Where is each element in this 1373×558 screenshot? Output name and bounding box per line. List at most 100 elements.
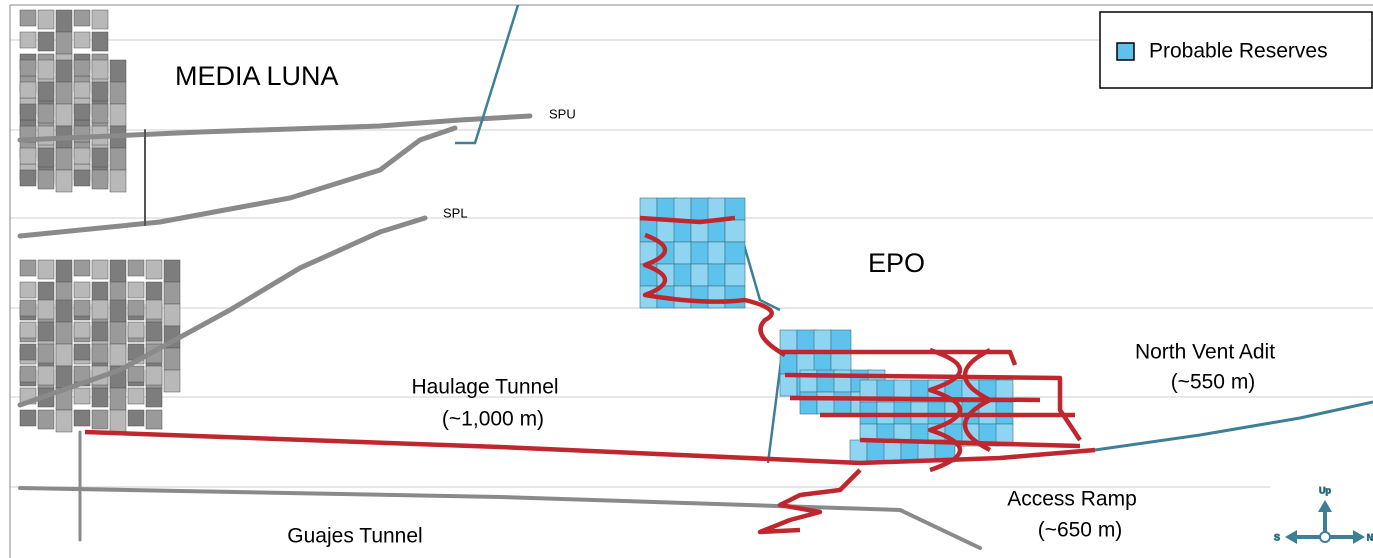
- gray-stope: [91, 169, 109, 190]
- gray-stope: [37, 9, 55, 30]
- gray-stope: [37, 409, 55, 430]
- gray-stope: [145, 281, 163, 302]
- reserve-block: [724, 285, 746, 309]
- reserve-block: [673, 241, 692, 265]
- gray-stope: [73, 147, 91, 165]
- gray-stope: [19, 9, 37, 27]
- reserve-block: [707, 197, 726, 221]
- label: North Vent Adit: [1135, 341, 1275, 364]
- gray-stope: [91, 9, 109, 30]
- gray-tunnels: [17, 113, 982, 550]
- gray-stope: [73, 321, 91, 339]
- gray-stope: [127, 321, 145, 339]
- gray-stope: [91, 281, 109, 302]
- gray-stope: [163, 369, 181, 393]
- gray-stope: [73, 387, 91, 405]
- label: MEDIA LUNA: [175, 61, 339, 91]
- gray-stope: [55, 81, 73, 105]
- gray-stope: [37, 365, 55, 386]
- gray-stope: [109, 343, 127, 367]
- gray-stope: [55, 103, 73, 127]
- gray-stope: [19, 321, 37, 339]
- gray-stope: [73, 343, 91, 361]
- gray-stope: [37, 59, 55, 80]
- gray-stope: [19, 147, 37, 165]
- reserve-block: [849, 439, 868, 463]
- gray-stope: [37, 169, 55, 190]
- gray-stope: [73, 409, 91, 427]
- compass: Up S N: [1273, 485, 1373, 544]
- gray-stope: [55, 9, 73, 33]
- gray-stope: [37, 299, 55, 320]
- reserve-block: [724, 263, 746, 287]
- gray-stope: [91, 103, 109, 124]
- legend: Probable Reserves: [1099, 11, 1373, 89]
- gray-stope: [19, 31, 37, 49]
- gray-stope: [19, 59, 37, 77]
- gray-stope: [73, 103, 91, 121]
- gray-stope: [109, 321, 127, 345]
- gray-stope: [91, 81, 109, 102]
- gray-stope: [55, 299, 73, 323]
- reserve-block: [830, 329, 852, 353]
- gray-stope: [73, 59, 91, 77]
- gray-stope: [37, 31, 55, 52]
- reserve-block: [799, 391, 818, 415]
- gray-stope: [55, 365, 73, 389]
- gray-stope: [109, 81, 127, 105]
- label: (~550 m): [1171, 371, 1256, 394]
- gray-stope: [19, 343, 37, 361]
- gray-stope: [73, 169, 91, 187]
- gray-stope: [91, 299, 109, 320]
- legend-label: Probable Reserves: [1149, 40, 1328, 63]
- gray-stope: [91, 31, 109, 52]
- gray-stope: [91, 147, 109, 168]
- probable-reserves-stopes: [639, 197, 1014, 463]
- gray-stope: [19, 103, 37, 121]
- reserve-block: [813, 329, 832, 353]
- gray-stope: [73, 31, 91, 49]
- label: SPL: [443, 205, 468, 220]
- gray-stope: [37, 343, 55, 364]
- reserve-block: [779, 329, 798, 353]
- reserve-block: [707, 241, 726, 265]
- gray-stope: [109, 409, 127, 433]
- reserve-block: [724, 241, 746, 265]
- gray-stope: [37, 103, 55, 124]
- gray-stope: [73, 299, 91, 317]
- gray-stope: [19, 81, 37, 99]
- gray-stope: [127, 281, 145, 299]
- gray-stope: [163, 347, 181, 371]
- gray-stope: [73, 81, 91, 99]
- reserve-block: [673, 285, 692, 309]
- label: Guajes Tunnel: [287, 525, 422, 548]
- gray-stope: [73, 9, 91, 27]
- gray-stope: [91, 259, 109, 280]
- gray-stope: [145, 365, 163, 386]
- gray-stope: [127, 387, 145, 405]
- compass-label: N: [1367, 532, 1373, 542]
- red-development: [84, 215, 1096, 535]
- reserve-block: [707, 219, 726, 243]
- gray-stope: [19, 299, 37, 317]
- reserve-block: [724, 219, 746, 243]
- gray-stope: [55, 409, 73, 433]
- gray-stope: [37, 281, 55, 302]
- gray-stope: [145, 299, 163, 320]
- gray-stope: [73, 281, 91, 299]
- gray-stope: [37, 259, 55, 280]
- label: Haulage Tunnel: [411, 376, 558, 399]
- reserve-block: [883, 439, 902, 463]
- gray-stope: [145, 387, 163, 408]
- gray-stope: [19, 409, 37, 427]
- gray-stope: [37, 81, 55, 102]
- gray-stope: [145, 259, 163, 280]
- gray-stope: [55, 169, 73, 193]
- gray-stope: [127, 259, 145, 277]
- gray-stope: [109, 169, 127, 193]
- gray-stope: [91, 321, 109, 342]
- gray-stope: [127, 299, 145, 317]
- gray-stope: [55, 59, 73, 83]
- gray-stope: [163, 259, 181, 283]
